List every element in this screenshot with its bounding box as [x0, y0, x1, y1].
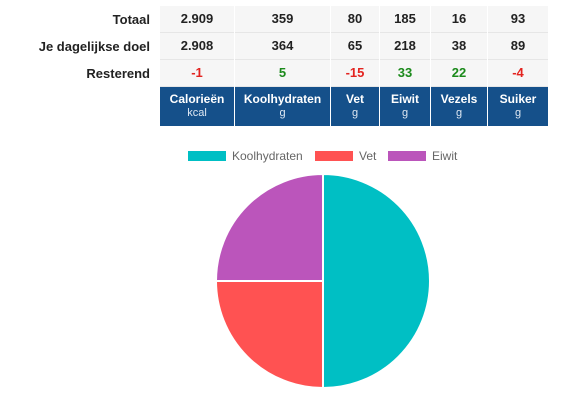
cell-doel-vet: 65 — [331, 33, 379, 60]
legend-label: Eiwit — [432, 149, 458, 163]
cell-resterend-calorieen: -1 — [160, 60, 234, 87]
column-header-unit: g — [401, 107, 409, 119]
legend-swatch — [188, 151, 226, 161]
column-header-unit: g — [455, 107, 463, 119]
row-label-resterend: Resterend — [86, 66, 150, 81]
row-totaal: Totaal 2.909 359 80 185 16 93 — [0, 6, 548, 33]
column-header-name: Eiwit — [390, 92, 419, 106]
column-header-calorieen: Calorieën kcal — [160, 87, 234, 126]
cell-doel-koolhydraten: 364 — [235, 33, 330, 60]
cell-doel-suiker: 89 — [488, 33, 548, 60]
column-header-name: Suiker — [499, 92, 537, 106]
column-header-name: Calorieën — [169, 92, 225, 106]
column-header-koolhydraten: Koolhydraten g — [235, 87, 330, 126]
column-headers: Calorieën kcal Koolhydraten g Vet g Eiwi… — [0, 87, 548, 127]
column-header-vezels: Vezels g — [431, 87, 487, 126]
row-label-totaal: Totaal — [112, 12, 150, 27]
cell-resterend-vet: -15 — [331, 60, 379, 87]
row-label-dagelijkse-doel: Je dagelijkse doel — [38, 39, 150, 54]
legend-label: Koolhydraten — [232, 149, 303, 163]
legend-swatch — [315, 151, 353, 161]
column-header-name: Vet — [345, 92, 364, 106]
cell-totaal-vezels: 16 — [431, 6, 487, 33]
column-header-unit: g — [514, 107, 522, 119]
cell-totaal-eiwit: 185 — [380, 6, 430, 33]
row-dagelijkse-doel: Je dagelijkse doel 2.908 364 65 218 38 8… — [0, 33, 548, 60]
pie-slice-koolhydraten[interactable] — [322, 172, 431, 390]
cell-resterend-koolhydraten: 5 — [235, 60, 330, 87]
cell-totaal-calorieen: 2.909 — [160, 6, 234, 33]
cell-resterend-suiker: -4 — [488, 60, 548, 87]
cell-doel-eiwit: 218 — [380, 33, 430, 60]
cell-doel-calorieen: 2.908 — [160, 33, 234, 60]
column-header-eiwit: Eiwit g — [380, 87, 430, 126]
pie-slice-vet[interactable] — [214, 280, 324, 390]
legend-label: Vet — [359, 149, 377, 163]
column-header-unit: g — [351, 107, 359, 119]
cell-totaal-koolhydraten: 359 — [235, 6, 330, 33]
macro-pie-chart — [214, 172, 431, 390]
legend-swatch — [388, 151, 426, 161]
cell-totaal-vet: 80 — [331, 6, 379, 33]
column-header-suiker: Suiker g — [488, 87, 548, 126]
column-header-name: Koolhydraten — [243, 92, 322, 106]
column-header-unit: g — [279, 107, 286, 119]
column-header-vet: Vet g — [331, 87, 379, 126]
column-header-name: Vezels — [440, 92, 478, 106]
column-header-unit: kcal — [187, 107, 207, 119]
cell-resterend-eiwit: 33 — [380, 60, 430, 87]
cell-doel-vezels: 38 — [431, 33, 487, 60]
row-resterend: Resterend -1 5 -15 33 22 -4 — [0, 60, 548, 87]
chart-legend: Koolhydraten Vet Eiwit — [188, 148, 488, 164]
pie-slice-eiwit[interactable] — [214, 172, 324, 282]
cell-resterend-vezels: 22 — [431, 60, 487, 87]
cell-totaal-suiker: 93 — [488, 6, 548, 33]
